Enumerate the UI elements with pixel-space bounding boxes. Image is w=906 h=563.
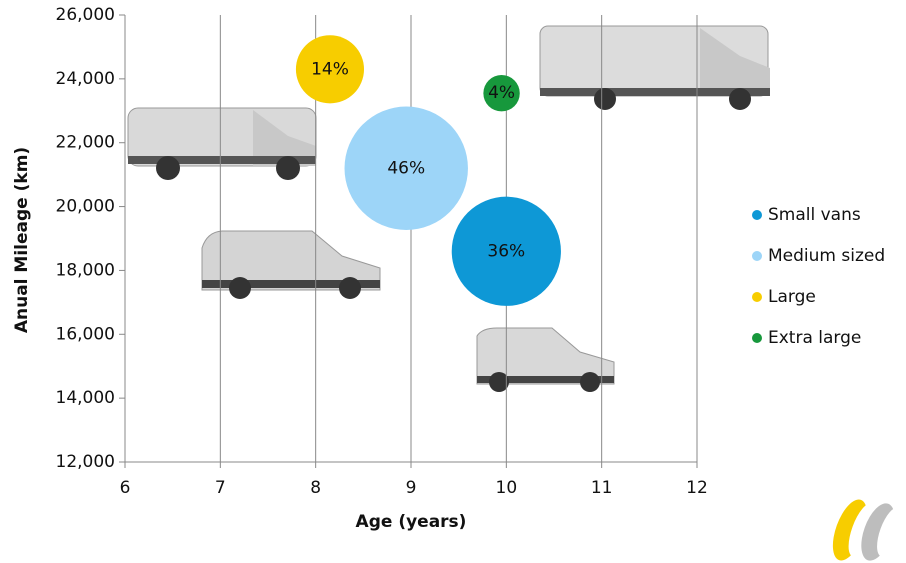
legend-label: Extra large — [768, 328, 861, 348]
y-tick-label: 18,000 — [56, 260, 115, 280]
y-axis-title: Anual Mileage (km) — [12, 147, 32, 333]
bubble — [451, 196, 561, 306]
x-axis-title: Age (years) — [356, 512, 467, 532]
bubble — [295, 35, 365, 104]
bubble — [483, 75, 520, 112]
x-tick-label: 11 — [591, 478, 613, 498]
y-tick-label: 12,000 — [56, 452, 115, 472]
y-tick-label: 16,000 — [56, 324, 115, 344]
x-tick-label: 12 — [686, 478, 708, 498]
y-tick-label: 26,000 — [56, 5, 115, 25]
legend-marker — [752, 210, 762, 220]
van-images — [127, 25, 770, 392]
data-label: 14% — [311, 59, 349, 79]
y-tick-label: 24,000 — [56, 69, 115, 89]
legend-label: Small vans — [768, 205, 861, 225]
x-tick-label: 9 — [406, 478, 417, 498]
y-tick-label: 20,000 — [56, 197, 115, 217]
logo — [832, 499, 903, 561]
x-tick-label: 8 — [310, 478, 321, 498]
y-tick-label: 22,000 — [56, 133, 115, 153]
data-label: 46% — [387, 158, 425, 178]
x-tick-label: 6 — [120, 478, 131, 498]
bubble — [344, 106, 468, 230]
data-label: 36% — [487, 241, 525, 261]
y-tick-label: 14,000 — [56, 388, 115, 408]
legend-marker — [752, 333, 762, 343]
legend-marker — [752, 292, 762, 302]
legend-label: Medium sized — [768, 246, 885, 266]
data-label: 4% — [488, 83, 515, 103]
legend-label: Large — [768, 287, 816, 307]
x-tick-label: 7 — [215, 478, 226, 498]
legend-marker — [752, 251, 762, 261]
x-tick-label: 10 — [496, 478, 518, 498]
